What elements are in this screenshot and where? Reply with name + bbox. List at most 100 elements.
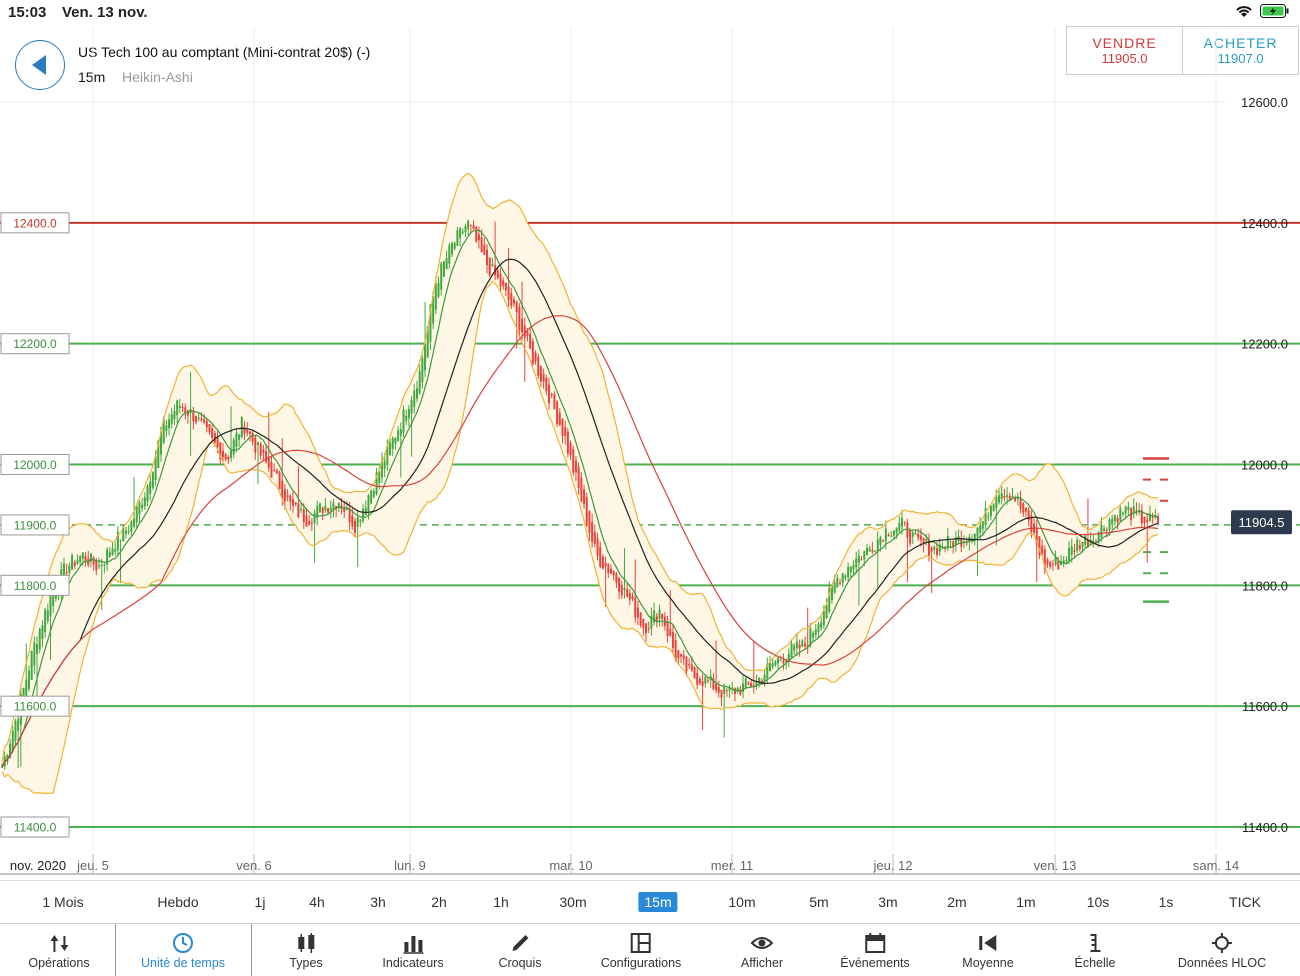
- timeframe-3h[interactable]: 3h: [370, 894, 386, 910]
- candle-body: [804, 643, 807, 647]
- candle-body: [1116, 518, 1119, 523]
- candle: [92, 555, 95, 571]
- timeframe-10m[interactable]: 10m: [728, 894, 756, 910]
- candle-body: [149, 481, 152, 494]
- candle-body: [300, 508, 303, 511]
- timeframe-2h[interactable]: 2h: [431, 894, 447, 910]
- candle-body: [127, 531, 130, 533]
- candle-body: [777, 657, 780, 664]
- y-tick-label: 12000.0: [1241, 458, 1288, 473]
- candle: [677, 649, 680, 665]
- candle-body: [391, 437, 394, 449]
- timeframe-bar: 1 Mois Hebdo 1j 4h 3h 2h 1h 30m 15m 10m 5m 3m 2m 1m 10…: [0, 880, 1300, 923]
- x-tick-label: nov. 2020: [10, 858, 66, 873]
- toolbar-eye-button[interactable]: Afficher: [741, 924, 783, 976]
- candle-body: [927, 540, 930, 556]
- candle-body: [1054, 557, 1057, 565]
- candle-body: [232, 439, 235, 455]
- candle-body: [671, 632, 674, 648]
- candle-body: [27, 670, 30, 690]
- candle-body: [386, 445, 389, 466]
- candle: [871, 542, 874, 555]
- candle-body: [165, 425, 168, 431]
- candle: [693, 665, 696, 679]
- candle-body: [914, 532, 917, 535]
- toolbar-label: Croquis: [498, 956, 542, 970]
- candle-body: [440, 263, 443, 290]
- toolbar-arrows-button[interactable]: Opérations: [28, 924, 90, 976]
- timeframe-1h[interactable]: 1h: [493, 894, 509, 910]
- candle-body: [1111, 518, 1114, 525]
- candle: [251, 429, 254, 446]
- candle-body: [25, 679, 28, 699]
- toolbar-layout-button[interactable]: Configurations: [601, 924, 681, 976]
- candle: [1054, 550, 1057, 567]
- candle-body: [383, 461, 386, 469]
- candle-body: [1076, 539, 1079, 552]
- candle-body: [332, 503, 335, 509]
- candle-body: [415, 388, 418, 399]
- timeframe-30m[interactable]: 30m: [559, 894, 587, 910]
- back-button[interactable]: [15, 40, 65, 90]
- y-tick-label: 12200.0: [1241, 337, 1288, 352]
- sell-button[interactable]: VENDRE 11905.0: [1067, 27, 1183, 74]
- candle: [230, 406, 233, 462]
- timeframe-5m[interactable]: 5m: [809, 894, 829, 910]
- candle: [1121, 511, 1124, 517]
- candle: [865, 543, 868, 556]
- candle: [868, 545, 871, 552]
- candle: [224, 453, 227, 462]
- toolbar-average-button[interactable]: Moyenne: [962, 924, 1014, 976]
- candle: [801, 638, 804, 647]
- candle-body: [9, 743, 12, 759]
- timeframe-15m[interactable]: 15m: [638, 892, 678, 912]
- toolbar-scale-button[interactable]: Échelle: [1075, 924, 1116, 976]
- candle: [887, 532, 890, 537]
- candle: [397, 426, 400, 442]
- timeframe-1-mois[interactable]: 1 Mois: [42, 894, 84, 910]
- candle: [499, 268, 502, 293]
- candle-body: [178, 405, 181, 408]
- price-chart[interactable]: 12600.0 12400.0 12200.0 12000.0 11800.0 11600…: [0, 28, 1300, 880]
- candle: [181, 403, 184, 413]
- timeframe-hebdo[interactable]: Hebdo: [157, 894, 199, 910]
- toolbar-bar-chart-button[interactable]: Indicateurs: [382, 924, 444, 976]
- buy-label: ACHETER: [1203, 35, 1278, 51]
- toolbar-crosshair-button[interactable]: Données HLOC: [1178, 924, 1266, 976]
- candle-body: [1092, 540, 1095, 542]
- candle: [135, 503, 138, 529]
- candle-body: [168, 419, 171, 429]
- timeframe-1s[interactable]: 1s: [1158, 894, 1174, 910]
- candle-body: [367, 495, 370, 512]
- candle-body: [71, 555, 74, 570]
- candle: [149, 474, 152, 501]
- candle-body: [372, 491, 375, 497]
- candle-body: [852, 565, 855, 570]
- candle-body: [434, 283, 437, 310]
- buy-button[interactable]: ACHETER 11907.0: [1183, 27, 1298, 74]
- timeframe-10s[interactable]: 10s: [1086, 894, 1110, 910]
- candle-body: [620, 584, 623, 596]
- candle-body: [337, 503, 340, 508]
- candle-body: [486, 249, 489, 266]
- candle-body: [763, 674, 766, 682]
- level-label-box: [0, 574, 70, 596]
- timeframe-3m[interactable]: 3m: [878, 894, 898, 910]
- toolbar-clock-button[interactable]: Unité de temps: [141, 924, 225, 976]
- timeframe-1m[interactable]: 1m: [1016, 894, 1036, 910]
- sell-price: 11905.0: [1101, 51, 1148, 66]
- timeframe-2m[interactable]: 2m: [947, 894, 967, 910]
- candle: [992, 502, 995, 512]
- toolbar-calendar-button[interactable]: Événements: [840, 924, 910, 976]
- timeframe-tick[interactable]: TICK: [1229, 894, 1261, 910]
- candle: [510, 287, 513, 309]
- toolbar-candles-button[interactable]: Types: [289, 924, 323, 976]
- candle: [529, 326, 532, 350]
- toolbar-pencil-button[interactable]: Croquis: [498, 924, 542, 976]
- candle-body: [238, 434, 241, 440]
- candle: [176, 399, 179, 424]
- candle: [728, 684, 731, 699]
- timeframe-1j[interactable]: 1j: [254, 894, 266, 910]
- candle-body: [814, 629, 817, 636]
- timeframe-4h[interactable]: 4h: [309, 894, 325, 910]
